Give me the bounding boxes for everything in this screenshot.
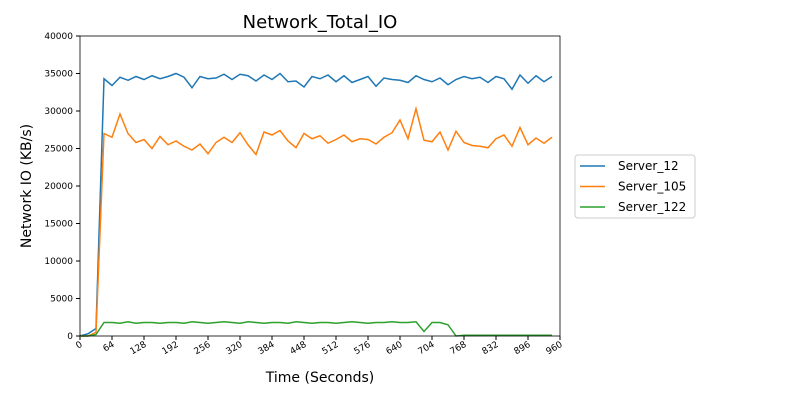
y-tick-label: 0 [67,332,73,342]
x-axis-label: Time (Seconds) [265,370,374,386]
series-line [80,105,553,337]
x-tick-label: 64 [102,340,117,355]
y-tick-label: 35000 [44,70,73,80]
y-tick-label: 5000 [50,295,73,305]
legend-label: Server_12 [618,159,679,173]
x-tick-label: 576 [353,340,373,357]
y-tick-label: 20000 [44,182,73,192]
x-tick-label: 256 [193,340,213,357]
y-axis-label: Network IO (KB/s) [19,124,35,248]
x-tick-label: 320 [225,340,245,357]
x-tick-label: 768 [449,340,469,357]
x-tick-label: 128 [129,340,149,357]
legend-box [574,154,696,219]
x-tick-label: 512 [321,340,341,357]
x-tick-label: 832 [481,340,501,357]
legend-label: Server_122 [618,200,686,214]
legend-label: Server_105 [618,180,686,194]
series-line [80,320,552,337]
x-tick-label: 896 [513,340,533,357]
x-tick-label: 640 [385,340,405,357]
y-tick-label: 30000 [44,107,73,117]
x-tick-label: 192 [161,340,181,357]
x-tick-label: 384 [257,340,277,357]
x-tick-label: 0 [75,340,85,352]
legend: Server_12 Server_105 Server_122 [574,154,696,219]
series-line [79,72,553,337]
y-tick-label: 15000 [44,220,73,230]
x-tick-label: 960 [545,340,565,357]
y-tick-label: 40000 [44,32,73,42]
plot-frame [79,35,561,337]
x-tick-label: 704 [417,340,437,357]
chart-title: Network_Total_IO [243,12,398,33]
y-tick-label: 10000 [44,257,73,267]
y-tick-label: 25000 [44,145,73,155]
x-tick-label: 448 [289,340,309,357]
